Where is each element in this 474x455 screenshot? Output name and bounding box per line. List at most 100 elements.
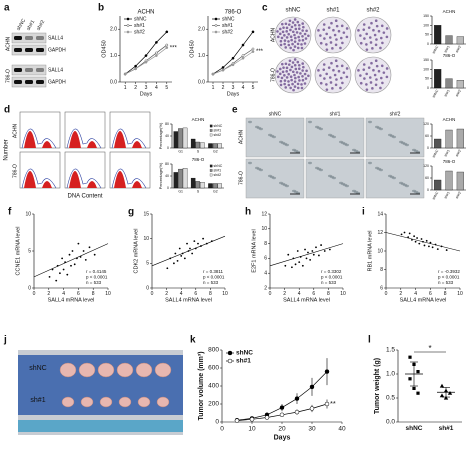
point: [155, 54, 158, 57]
column-label: shNC: [285, 8, 301, 14]
y-axis-label: CDK2 mRNA level: [133, 229, 139, 274]
colony: [325, 48, 329, 51]
colony: [334, 83, 338, 87]
colony: [297, 75, 300, 79]
colony: [359, 41, 363, 45]
colony: [365, 72, 368, 76]
point: [294, 263, 297, 266]
y-tick-label: 2: [264, 285, 267, 291]
colony: [283, 79, 287, 82]
y-axis-label: Tumor weight (g): [374, 358, 381, 414]
y-tick-label: 1.0: [198, 53, 205, 59]
point: [328, 248, 331, 251]
colony: [294, 76, 297, 80]
panel-letter: b: [98, 3, 104, 14]
point: [264, 415, 270, 420]
colony: [322, 28, 326, 31]
y-tick-label: 0: [167, 186, 169, 190]
y-tick-label: 15: [143, 211, 149, 217]
point: [211, 72, 215, 76]
colony: [281, 70, 285, 74]
cell: [399, 181, 403, 185]
colony: [285, 66, 289, 70]
colony: [288, 19, 292, 23]
legend-label: sh#2: [214, 133, 222, 137]
colony: [297, 27, 301, 31]
axis-label: DNA Content: [67, 194, 102, 200]
x-tick-label: 4: [180, 291, 183, 297]
panel-letter: h: [245, 207, 251, 218]
y-axis-label: OD450: [189, 40, 195, 57]
bar: [445, 78, 453, 89]
colony: [341, 41, 344, 45]
point: [428, 245, 430, 248]
colony: [367, 66, 371, 69]
y-tick-label: 0: [28, 285, 31, 291]
legend-swatch: [209, 133, 213, 137]
trend-line: [385, 232, 461, 252]
blot-band: [14, 68, 22, 72]
legend-marker: [227, 358, 233, 364]
colony: [301, 34, 304, 38]
colony: [297, 63, 301, 67]
y-tick-label: 120: [423, 164, 429, 168]
chart: 0 5 10 15 0 2 4 6 8 10 SALL4 mRNA level CDK2 mRNA l…: [133, 211, 228, 303]
x-tick-label: S: [197, 149, 200, 153]
colony: [305, 69, 308, 73]
colony: [305, 29, 308, 33]
point: [416, 237, 418, 239]
colony: [331, 87, 334, 90]
colony: [332, 68, 335, 72]
colony: [365, 88, 369, 91]
y-tick-label: 12: [377, 230, 383, 236]
point: [311, 250, 314, 252]
point: [241, 54, 245, 57]
colony: [363, 77, 366, 80]
colony: [304, 37, 308, 40]
colony: [293, 40, 297, 43]
x-tick-label: sh#2: [455, 191, 462, 200]
x-axis-label: Days: [227, 91, 240, 97]
colony: [284, 62, 288, 66]
cell: [339, 181, 343, 185]
colony: [288, 59, 292, 63]
point: [408, 377, 412, 381]
bar: [200, 142, 205, 149]
point: [439, 393, 445, 398]
tumor: [116, 362, 134, 378]
colony: [291, 30, 295, 34]
cell: [352, 148, 356, 152]
blot-band: [25, 68, 33, 72]
colony: [290, 78, 293, 82]
colony: [357, 69, 360, 72]
flow-outline: [66, 128, 102, 149]
colony: [374, 59, 378, 62]
x-tick-label: 10: [340, 291, 346, 297]
colony: [370, 61, 373, 65]
colony: [335, 64, 339, 68]
point: [418, 242, 421, 245]
bar: [445, 129, 453, 149]
chart-title: 786-O: [443, 53, 456, 58]
legend-label: shNC: [134, 16, 147, 22]
colony: [317, 29, 320, 32]
colony: [329, 41, 333, 44]
x-tick-label: 6: [429, 291, 432, 297]
x-tick-label: 0: [385, 291, 388, 297]
colony: [301, 22, 304, 25]
colony: [285, 70, 288, 73]
panel-letter: e: [232, 105, 238, 116]
colony: [365, 43, 368, 46]
colony: [289, 46, 292, 50]
x-tick-label: 2: [134, 85, 137, 91]
point: [307, 251, 309, 254]
point: [279, 405, 285, 410]
colony: [296, 86, 300, 90]
colony: [276, 30, 279, 33]
point: [144, 60, 148, 64]
bar: [445, 170, 453, 191]
stat-label: n = 533: [203, 280, 219, 285]
x-tick-label: 0: [33, 291, 36, 297]
point: [284, 264, 287, 267]
